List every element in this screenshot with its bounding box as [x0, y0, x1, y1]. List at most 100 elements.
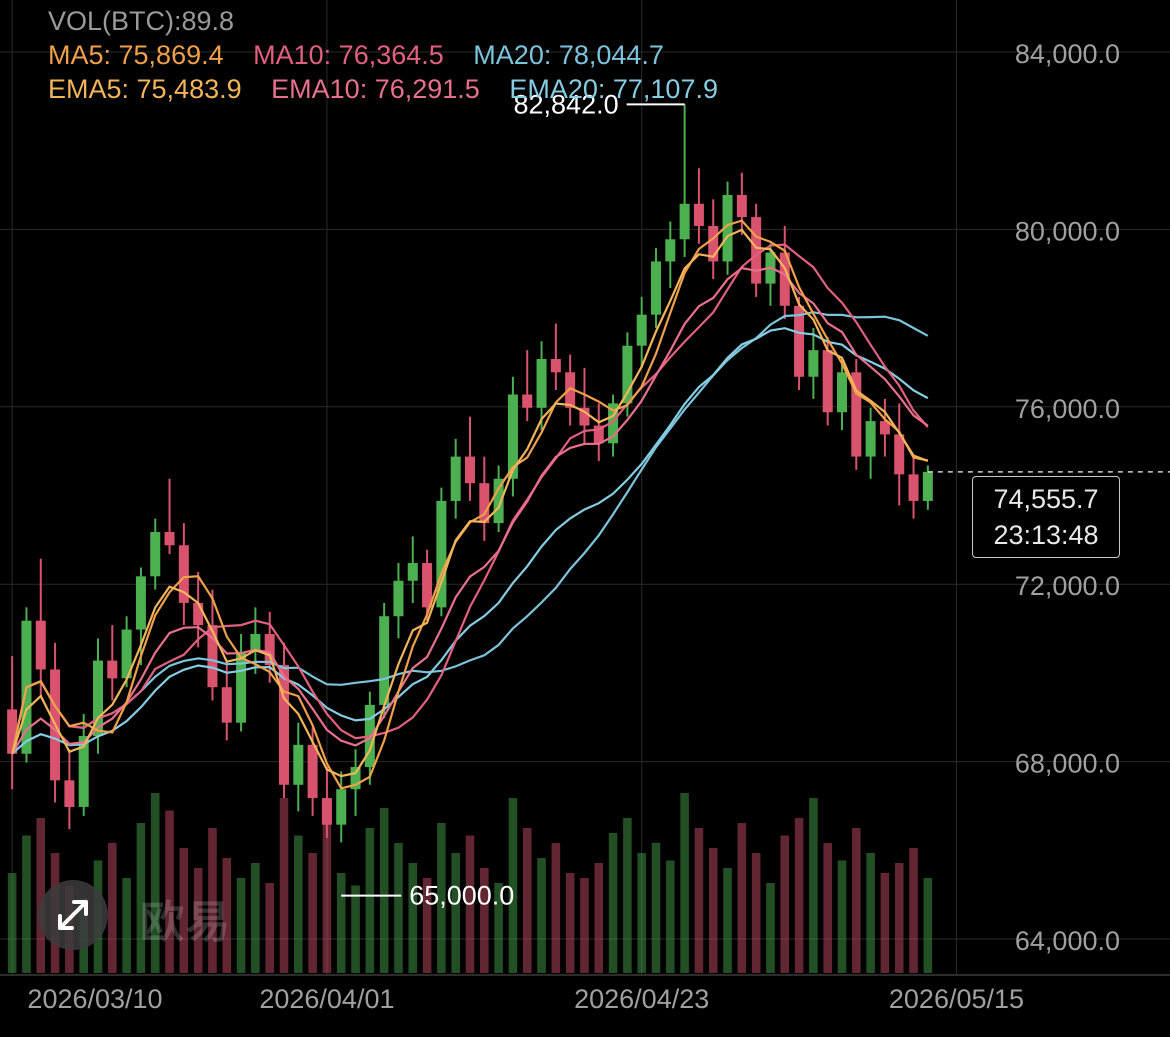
volume-bar [322, 818, 332, 973]
volume-bar [480, 868, 489, 973]
volume-bar [551, 843, 561, 973]
volume-bar [36, 818, 46, 973]
x-tick-label: 2026/04/23 [574, 984, 709, 1014]
candle-body [922, 471, 933, 501]
volume-bar [880, 873, 890, 973]
candle-body [507, 394, 518, 479]
candle-body [593, 425, 604, 444]
candle-body [207, 625, 218, 688]
ema20-label: EMA20: 77,107.9 [509, 74, 718, 104]
candle-body [236, 651, 247, 723]
indicator-legend: VOL(BTC):89.8 MA5: 75,869.4 MA10: 76,364… [48, 4, 740, 106]
volume-bar [565, 873, 575, 973]
candle-body [464, 456, 476, 484]
volume-bar [651, 843, 661, 973]
candle-body [178, 545, 189, 603]
volume-bar [823, 843, 832, 973]
y-tick-label: 64,000.0 [1015, 926, 1120, 956]
volume-bar [408, 863, 418, 973]
ema10-line [11, 266, 929, 755]
candle-body [193, 602, 204, 626]
volume-bar [308, 853, 317, 973]
candle-body [894, 434, 905, 475]
volume-bar [351, 885, 360, 973]
volume-bar [608, 833, 618, 973]
volume-bar [666, 860, 675, 973]
candle-body [865, 421, 876, 457]
volume-bar [108, 843, 117, 973]
volume-bar [465, 835, 475, 973]
candle-body [407, 563, 418, 581]
volume-bar [22, 835, 31, 973]
volume-bar [394, 843, 403, 973]
volume-bar [866, 853, 875, 973]
volume-bar [694, 828, 704, 973]
candle-body [450, 456, 461, 501]
x-tick-label: 2026/03/10 [27, 984, 162, 1014]
ema5-line [11, 228, 929, 778]
x-tick-label: 2026/04/01 [259, 984, 394, 1014]
volume-bar [522, 828, 532, 973]
candle-body [293, 744, 304, 785]
ma5-label: MA5: 75,869.4 [48, 40, 224, 70]
volume-bar [165, 810, 174, 973]
y-tick-label: 84,000.0 [1015, 39, 1120, 69]
candle-body [751, 217, 762, 284]
volume-bar [122, 878, 131, 973]
volume-bar [251, 863, 260, 973]
candle-body [779, 252, 790, 306]
ema20-line [11, 327, 929, 755]
y-tick-label: 72,000.0 [1015, 571, 1120, 601]
volume-bar [909, 848, 918, 973]
volume-bar [294, 835, 303, 973]
y-tick-label: 68,000.0 [1015, 749, 1120, 779]
volume-bar [494, 883, 503, 973]
candle-body [7, 709, 18, 754]
candle-body [278, 665, 290, 785]
ma10-label: MA10: 76,364.5 [253, 40, 444, 70]
candle-body [350, 767, 361, 790]
candle-body [736, 194, 747, 218]
volume-bar [751, 853, 761, 973]
volume-bar [265, 883, 274, 973]
volume-label: VOL(BTC):89.8 [48, 6, 235, 36]
candle-body [836, 372, 848, 413]
candle-body [221, 687, 232, 723]
candle-body [579, 407, 590, 426]
y-tick-label: 76,000.0 [1015, 394, 1120, 424]
candle-body [879, 421, 890, 435]
x-tick-label: 2026/05/15 [889, 984, 1024, 1014]
candle-body [321, 798, 332, 825]
volume-bar [437, 823, 446, 973]
candle-body [164, 531, 175, 546]
candle-body [135, 576, 146, 630]
candle-body [307, 744, 318, 799]
candle-body [650, 261, 662, 315]
ma20-label: MA20: 78,044.7 [473, 40, 664, 70]
volume-bar [594, 863, 604, 973]
volume-bar [766, 883, 775, 973]
candle-body [336, 789, 347, 825]
ema10-label: EMA10: 76,291.5 [271, 74, 480, 104]
ma20-line [11, 311, 929, 754]
candle-body [264, 633, 275, 666]
candle-body [436, 500, 447, 608]
volume-bar [236, 878, 246, 973]
candle-body [822, 350, 833, 413]
high-price-label: 82,842.0 [514, 89, 619, 119]
candle-body [679, 203, 690, 240]
candle-body [565, 372, 576, 408]
candle-body [808, 350, 819, 377]
volume-bar [336, 873, 346, 973]
candle-body [622, 345, 633, 404]
volume-bar [894, 863, 904, 973]
volume-bar [723, 868, 732, 973]
candle-body [636, 314, 647, 346]
candle-body [121, 629, 132, 679]
volume-bar [136, 823, 146, 973]
candle-countdown: 23:13:48 [993, 520, 1099, 550]
volume-bar [680, 793, 689, 973]
fullscreen-button[interactable] [38, 880, 108, 950]
volume-bar [208, 828, 217, 973]
y-tick-label: 80,000.0 [1015, 216, 1120, 246]
